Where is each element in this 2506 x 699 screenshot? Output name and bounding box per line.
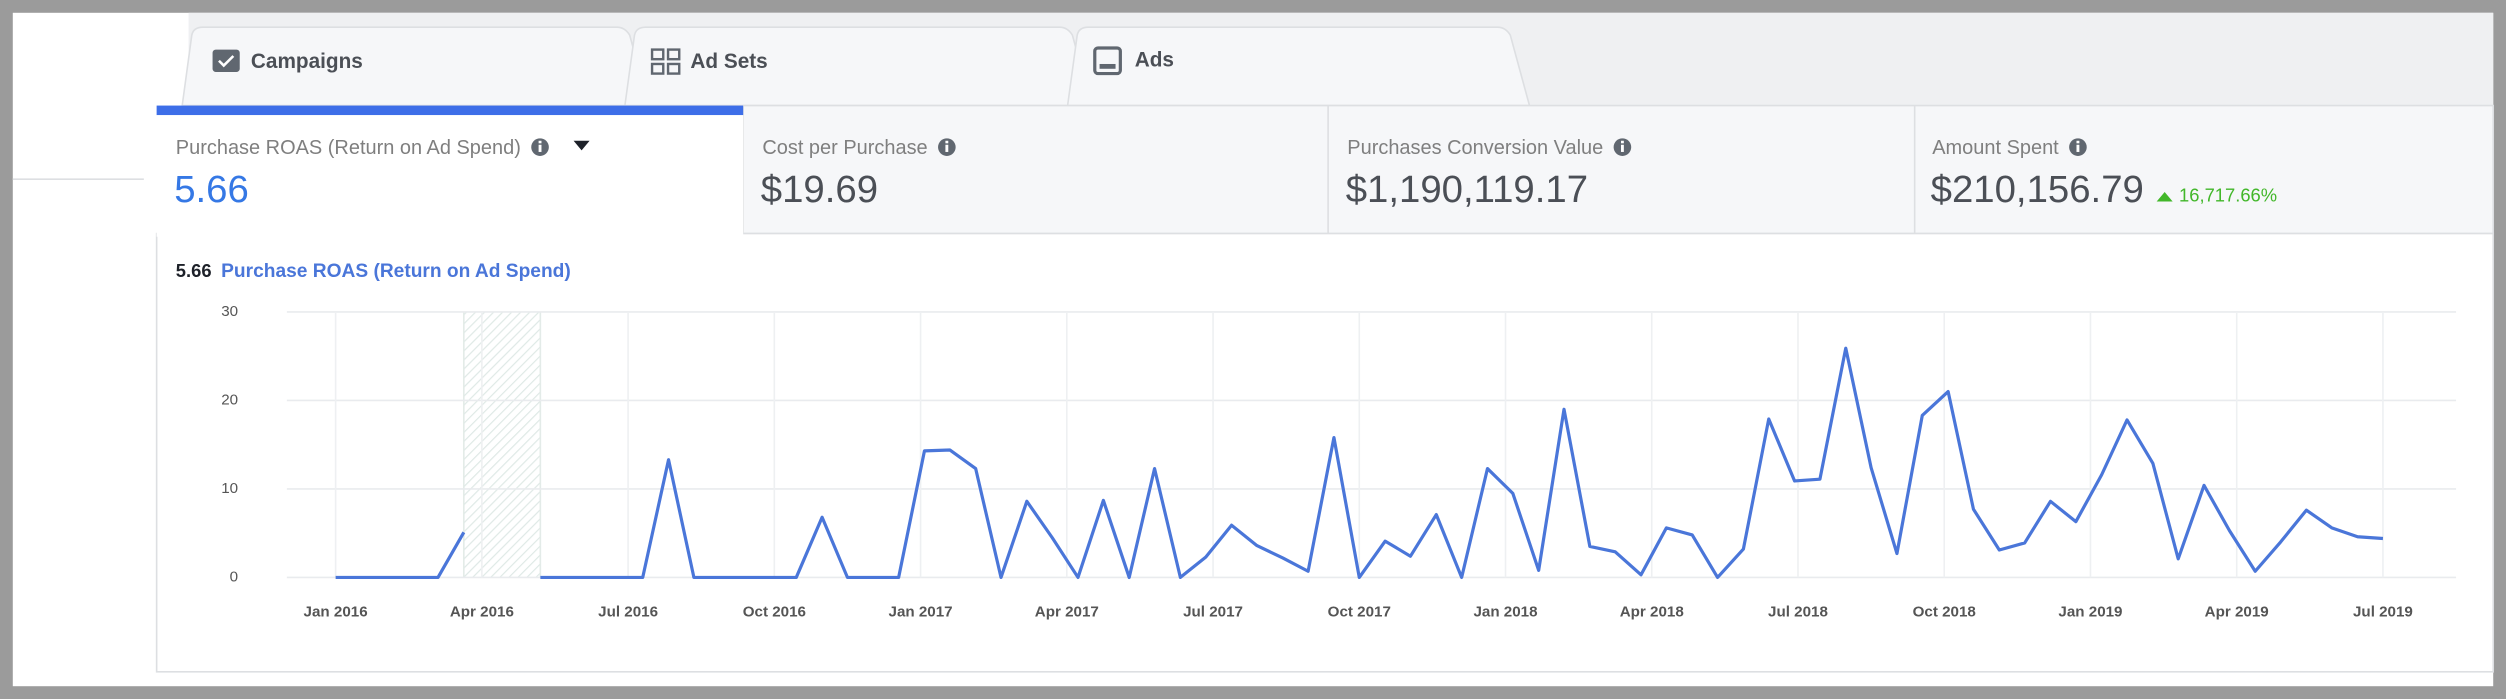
y-tick-label: 0 xyxy=(230,568,238,585)
metric-label: Purchase ROAS (Return on Ad Spend) xyxy=(176,137,521,159)
active-indicator xyxy=(156,105,744,116)
x-tick-label: Jul 2016 xyxy=(598,604,658,621)
info-icon-mark xyxy=(2076,144,2080,152)
info-icon-mark xyxy=(1620,144,1624,152)
x-tick-label: Jan 2019 xyxy=(2058,604,2122,621)
data-line xyxy=(335,346,2384,580)
y-tick-label: 10 xyxy=(221,480,238,497)
tab[interactable]: Ad Sets xyxy=(623,26,1093,107)
info-icon-mark xyxy=(945,144,949,152)
x-tick-label: Jul 2017 xyxy=(1183,604,1243,621)
info-icon-mark xyxy=(538,144,542,152)
legend-value: 5.66 xyxy=(176,260,212,281)
x-tick-label: Apr 2019 xyxy=(2205,604,2269,621)
metric-change: 16,717.66% xyxy=(2179,185,2277,206)
card-mask xyxy=(156,115,744,237)
metric-value: $210,156.79 xyxy=(1931,168,2144,211)
metric-label: Cost per Purchase xyxy=(762,137,927,159)
x-tick-label: Oct 2016 xyxy=(743,604,806,621)
legend-entry: Purchase ROAS (Return on Ad Spend) xyxy=(221,261,571,282)
y-tick-label: 20 xyxy=(221,391,238,408)
x-tick-label: Oct 2018 xyxy=(1913,604,1976,621)
x-tick-label: Apr 2018 xyxy=(1620,604,1684,621)
y-tick-label: 30 xyxy=(221,303,238,320)
metric-value: $19.69 xyxy=(761,168,878,211)
tab-label[interactable]: Ads xyxy=(1135,48,1174,71)
x-tick-label: Apr 2016 xyxy=(450,604,514,621)
x-tick-label: Jan 2017 xyxy=(889,604,953,621)
plot: 0 10 20 30 Jan 2016 Apr 2016 Jul 2016 Oct 2016 J… xyxy=(221,303,2457,621)
x-tick-label: Jul 2018 xyxy=(1768,604,1828,621)
tab[interactable]: Campaigns xyxy=(181,26,650,107)
no-data-region xyxy=(463,311,541,578)
tab[interactable]: Ads xyxy=(1066,26,1531,107)
info-icon-mark xyxy=(2076,140,2080,144)
tab-label[interactable]: Ad Sets xyxy=(690,50,767,73)
x-tick-label: Apr 2017 xyxy=(1035,604,1099,621)
info-icon-mark xyxy=(945,140,949,144)
up-arrow xyxy=(2156,191,2173,202)
metric-value: $1,190,119.17 xyxy=(1346,168,1588,211)
dropdown[interactable] xyxy=(573,140,590,151)
x-tick-label: Jul 2019 xyxy=(2353,604,2413,621)
info-icon-mark xyxy=(538,140,542,144)
metric-value: 5.66 xyxy=(174,168,249,211)
x-tick-label: Oct 2017 xyxy=(1328,604,1391,621)
metric-label: Purchases Conversion Value xyxy=(1347,137,1603,159)
metric-label: Amount Spent xyxy=(1932,137,2059,159)
tab-label[interactable]: Campaigns xyxy=(251,50,363,73)
x-tick-label: Jan 2018 xyxy=(1473,604,1537,621)
info-icon-mark xyxy=(1620,140,1624,144)
chart-panel xyxy=(155,232,2495,673)
x-tick-label: Jan 2016 xyxy=(304,604,368,621)
metric-strip xyxy=(742,104,2495,235)
